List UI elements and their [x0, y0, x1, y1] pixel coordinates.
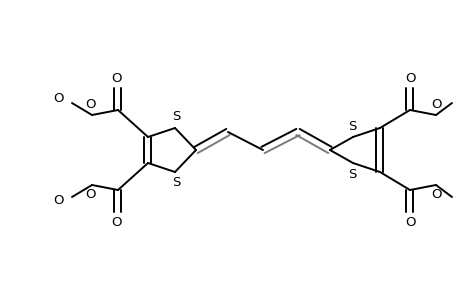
- Text: O: O: [431, 98, 441, 112]
- Text: O: O: [54, 194, 64, 208]
- Text: O: O: [112, 215, 122, 229]
- Text: S: S: [172, 176, 180, 190]
- Text: O: O: [405, 215, 415, 229]
- Text: S: S: [347, 119, 355, 133]
- Text: O: O: [54, 92, 64, 106]
- Text: O: O: [431, 188, 441, 202]
- Text: S: S: [347, 167, 355, 181]
- Text: O: O: [112, 71, 122, 85]
- Text: O: O: [85, 98, 96, 112]
- Text: S: S: [172, 110, 180, 124]
- Text: O: O: [405, 71, 415, 85]
- Text: O: O: [85, 188, 96, 202]
